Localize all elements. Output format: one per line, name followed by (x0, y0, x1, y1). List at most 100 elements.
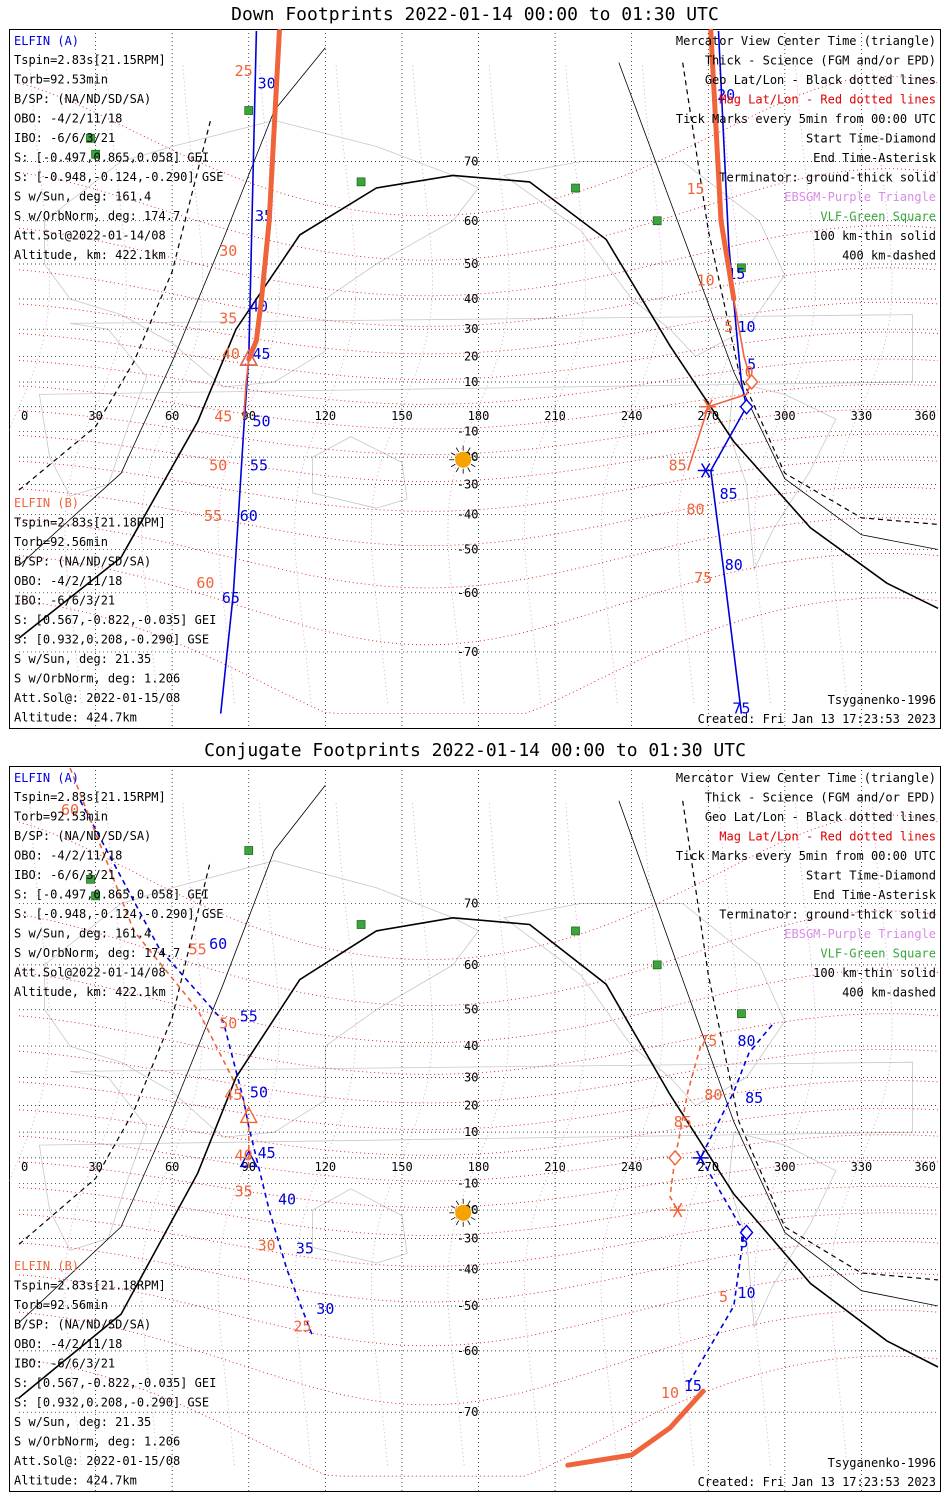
lat-tick-label: 10 (464, 1125, 478, 1139)
lon-tick-label: 150 (391, 1160, 413, 1174)
sun-ray (455, 467, 460, 473)
time-tick-label: 10 (697, 272, 715, 290)
continent-outline (312, 436, 408, 509)
sun-ray (470, 1205, 476, 1209)
elfin-b-info-line: Tspin=2.83s[21.18RPM] (14, 516, 166, 530)
green-square-icon (244, 846, 254, 855)
time-tick-label: 25 (293, 1318, 311, 1336)
mag-lat-line (18, 486, 939, 547)
time-tick-label: 50 (250, 1083, 268, 1101)
lon-tick-label: 120 (314, 409, 336, 423)
lat-tick-label: 10 (464, 375, 478, 389)
time-tick-label: 60 (240, 507, 258, 525)
time-tick-label: 45 (224, 1086, 242, 1104)
elfin-b-info-line: S: [0.932,0.208,-0.290] GSE (14, 633, 209, 647)
sun-ray (467, 447, 471, 453)
time-tick-label: 60 (196, 574, 214, 592)
elfin-b-info-line: S w/OrbNorm, deg: 1.206 (14, 672, 180, 686)
lat-tick-label: 50 (464, 257, 478, 271)
legend-line: Geo Lat/Lon - Black dotted lines (705, 810, 936, 824)
green-square-icon (356, 177, 366, 187)
continent-outline (312, 1188, 408, 1264)
diamond-icon (739, 1224, 754, 1241)
time-tick-label: 5 (719, 1288, 728, 1306)
lat-tick-label: 20 (464, 349, 478, 363)
panel-title-down: Down Footprints 2022-01-14 00:00 to 01:3… (231, 4, 719, 25)
time-tick-label: 30 (316, 1300, 334, 1318)
terminator-400km (682, 62, 939, 525)
lat-tick-label: 60 (464, 958, 478, 972)
elfin-a-info-line: S w/OrbNorm, deg: 174.7 (14, 209, 180, 223)
time-tick-label: 15 (684, 1377, 702, 1395)
elfin-a-info-line: S w/Sun, deg: 161.4 (14, 190, 151, 204)
time-tick-label: 40 (235, 1146, 253, 1164)
time-tick-label: 40 (222, 345, 240, 363)
elfin-a-info-line: Att.Sol@2022-01-14/08 (14, 966, 166, 980)
terminator-ground (18, 916, 939, 1399)
legend-line: EBSGM-Purple Triangle (784, 927, 936, 941)
lat-tick-label: 40 (464, 292, 478, 306)
lon-tick-label: 180 (468, 409, 490, 423)
elfin-a-info-line: S: [-0.948,-0.124,-0.290] GSE (14, 170, 224, 184)
legend-line: Tick Marks every 5min from 00:00 UTC (676, 112, 936, 126)
legend-line: End Time-Asterisk (813, 151, 937, 165)
time-tick-label: 55 (250, 456, 268, 474)
time-tick-label: 35 (296, 1240, 314, 1258)
sun-disc (455, 1204, 472, 1221)
elfin-b-title: ELFIN (B) (14, 1259, 79, 1273)
lat-tick-label: -10 (457, 1177, 479, 1191)
lon-tick-label: 330 (851, 1160, 873, 1174)
lat-tick-label: 50 (464, 1003, 478, 1017)
time-tick-label: 80 (704, 1086, 722, 1104)
time-tick-label: 50 (209, 456, 227, 474)
lon-tick-label: 300 (774, 1160, 796, 1174)
time-tick-label: 5 (724, 318, 733, 336)
lat-tick-label: -70 (457, 1405, 479, 1419)
elfin-b-info-line: B/SP: (NA/ND/SD/SA) (14, 1318, 151, 1332)
time-tick-label: 45 (258, 1144, 276, 1162)
mag-lat-line (18, 969, 939, 1044)
lon-tick-label: 210 (544, 1160, 566, 1174)
elfin-a-info-line: Tspin=2.83s[21.15RPM] (14, 790, 166, 804)
time-tick-label: 30 (219, 242, 237, 260)
time-tick-label: 35 (219, 309, 237, 327)
elfin-a-info-line: IBO: -6/6/3/21 (14, 868, 115, 882)
sun-ray (450, 452, 456, 456)
elfin-a-info-line: OBO: -4/2/11/18 (14, 849, 122, 863)
lat-tick-label: -50 (457, 1299, 479, 1313)
continent-outline (44, 119, 480, 388)
time-tick-label: 10 (738, 1284, 756, 1302)
lat-tick-label: 20 (464, 1099, 478, 1113)
time-tick-label: 15 (686, 180, 704, 198)
legend-line: Mag Lat/Lon - Red dotted lines (719, 93, 936, 107)
legend-line: Mercator View Center Time (triangle) (676, 771, 936, 785)
triangle-icon (239, 348, 258, 366)
time-tick-label: 5 (739, 1233, 748, 1251)
panel-title-conjugate: Conjugate Footprints 2022-01-14 00:00 to… (204, 740, 746, 761)
lon-tick-label: 360 (914, 409, 936, 423)
triangle-icon (239, 1105, 258, 1124)
elfin-b-info-line: OBO: -4/2/11/18 (14, 574, 122, 588)
green-square-icon (737, 1009, 746, 1019)
elfin-a-title: ELFIN (A) (14, 34, 79, 48)
asterisk-icon (692, 1150, 709, 1166)
time-tick-label: 0 (745, 363, 754, 381)
elfin-b-info-line: S: [0.932,0.208,-0.290] GSE (14, 1396, 209, 1410)
lat-tick-label: -70 (457, 645, 479, 659)
legend-line: VLF-Green Square (820, 210, 936, 224)
sun-ray (450, 1205, 456, 1209)
sun-ray (450, 463, 456, 468)
green-square-icon (86, 874, 95, 884)
elfin-b-info-line: Torb=92.56min (14, 1298, 108, 1312)
time-tick-label: 55 (240, 1007, 258, 1025)
elfin-b-info-line: Att.Sol@: 2022-01-15/08 (14, 691, 180, 705)
time-tick-label: 75 (694, 569, 712, 587)
lon-tick-label: 60 (165, 409, 179, 423)
asterisk-stroke (703, 399, 713, 415)
lon-tick-label: 300 (774, 409, 796, 423)
elfin-b-title: ELFIN (B) (14, 496, 79, 510)
green-square-icon (652, 960, 662, 970)
mag-lat-line (18, 597, 939, 714)
diamond-icon (744, 373, 759, 391)
lat-tick-label: 40 (464, 1039, 478, 1053)
